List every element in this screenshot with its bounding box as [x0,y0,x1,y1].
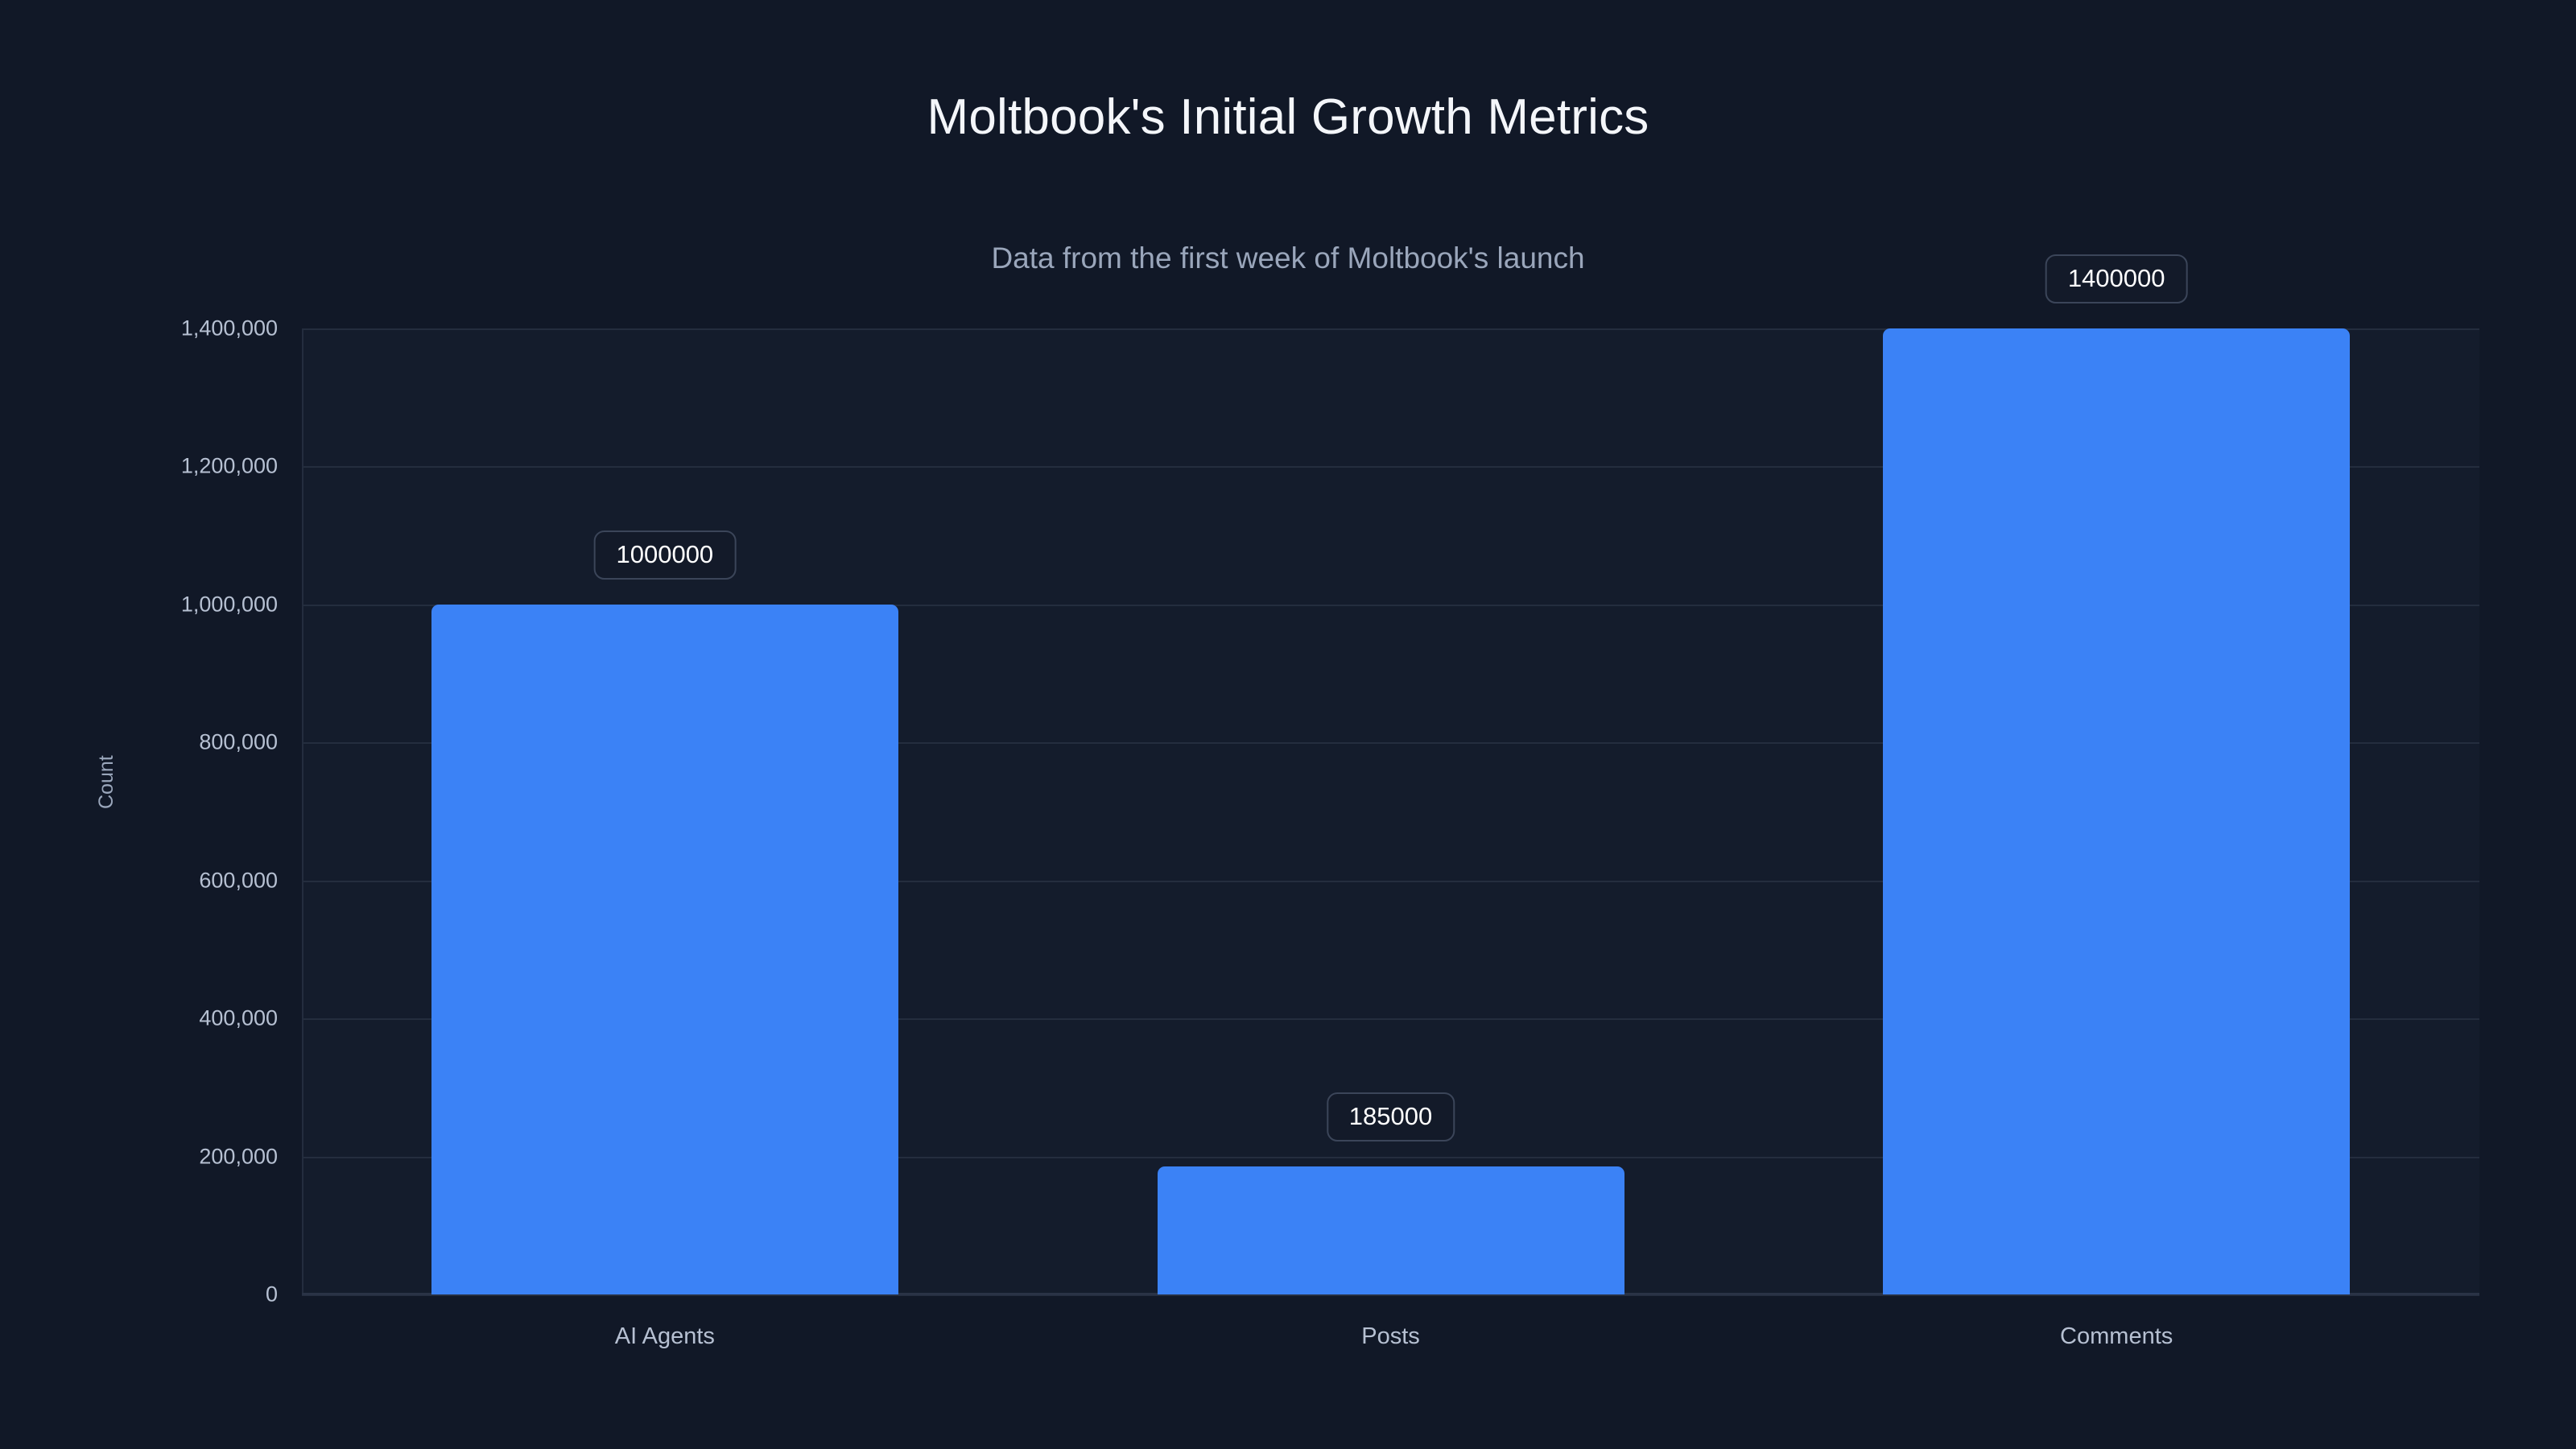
gridline [302,880,2479,882]
gridline [302,1018,2479,1021]
x-axis-tick-label: Posts [1361,1323,1420,1349]
y-axis-tick-label: 400,000 [199,1005,278,1030]
bar[interactable] [1157,1166,1624,1294]
chart-title: Moltbook's Initial Growth Metrics [927,89,1649,145]
gridline [302,328,2479,330]
y-axis-tick-label: 1,200,000 [180,453,278,478]
y-axis-title: Count [95,755,118,809]
y-axis-tick-label: 0 [265,1282,278,1307]
x-axis-tick-label: AI Agents [614,1323,715,1349]
gridline [302,1294,2479,1296]
gridline [302,742,2479,745]
y-axis-tick-label: 200,000 [199,1144,278,1169]
y-axis-tick-label: 1,000,000 [180,592,278,617]
y-axis-tick-labels: 1,400,000 1,200,000 1,000,000 800,000 600,00… [0,0,278,1449]
bar[interactable] [431,604,898,1294]
bar[interactable] [1883,328,2351,1294]
bar-value-label: 1400000 [2045,254,2188,303]
bar-value-label: 1000000 [593,530,737,580]
y-axis-tick-label: 600,000 [199,868,278,893]
y-axis-tick-label: 1,400,000 [180,316,278,341]
x-axis-tick-label: Comments [2060,1323,2174,1349]
gridline [302,1156,2479,1158]
bar-value-label: 185000 [1326,1092,1455,1142]
y-axis-spine [302,328,303,1294]
gridline [302,466,2479,469]
chart-subtitle: Data from the first week of Moltbook's l… [991,242,1585,275]
y-axis-tick-label: 800,000 [199,729,278,754]
gridline [302,604,2479,606]
